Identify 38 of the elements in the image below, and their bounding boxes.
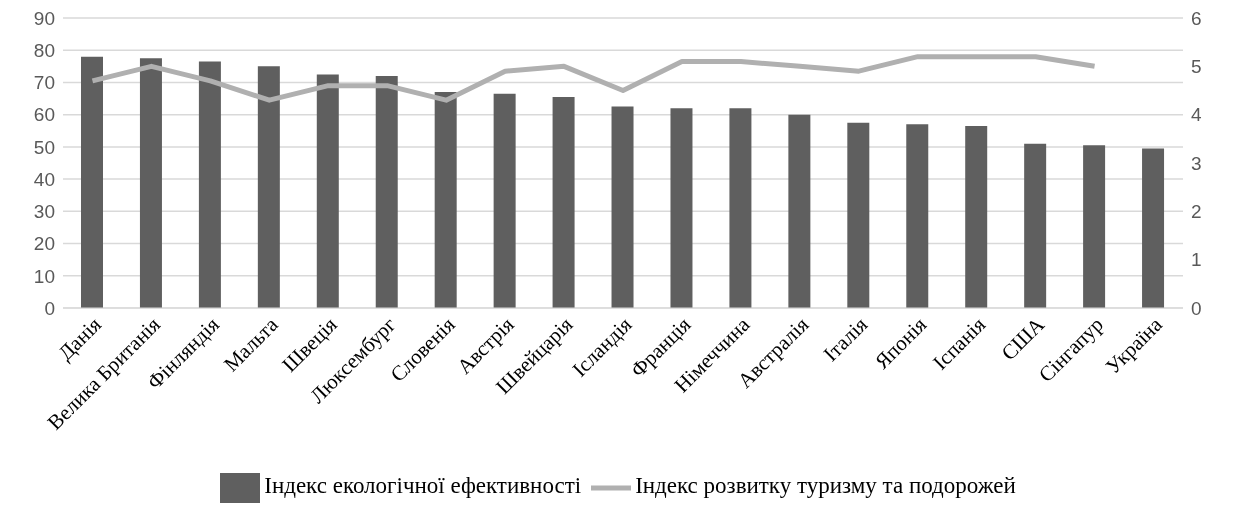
bar [257,66,280,308]
bar [139,58,162,308]
y-tick-label: 60 [33,104,55,126]
bar [316,74,339,308]
y2-tick-label: 6 [1191,7,1202,29]
y2-tick-label: 4 [1191,104,1202,126]
y-tick-label: 50 [33,136,55,158]
y-tick-label: 20 [33,233,55,255]
legend-label: Індекс екологічної ефективності [264,473,582,499]
bar [552,96,575,308]
bar [729,108,752,308]
y2-tick-label: 5 [1191,56,1202,78]
bar [375,76,398,308]
y-tick-label: 30 [33,201,55,223]
bar [493,93,516,308]
bar [1024,143,1047,308]
y-tick-label: 90 [33,7,55,29]
y2-tick-label: 3 [1191,152,1202,174]
bar [1142,148,1165,308]
y2-tick-label: 2 [1191,201,1202,223]
y-tick-label: 80 [33,39,55,61]
y-tick-label: 70 [33,72,55,94]
y-tick-label: 10 [33,265,55,287]
bar [906,124,929,308]
bar [611,106,634,308]
bar [670,108,693,308]
legend-label: Індекс розвитку туризму та подорожей [635,473,1016,499]
bar [1083,145,1106,308]
y-tick-label: 0 [44,297,55,319]
bar [788,114,811,308]
bar [198,61,221,308]
y-tick-label: 40 [33,168,55,190]
bar [965,125,988,308]
bar [847,122,870,308]
y2-tick-label: 1 [1191,249,1202,271]
bar [434,92,457,308]
y2-tick-label: 0 [1191,297,1202,319]
bar [81,56,103,308]
